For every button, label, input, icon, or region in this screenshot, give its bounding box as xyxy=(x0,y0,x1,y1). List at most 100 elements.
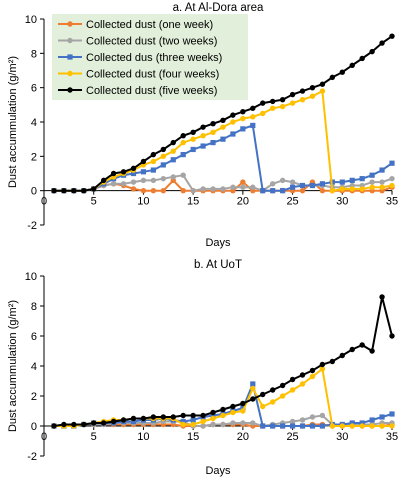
chart-b-y-axis-label: Dust accummulation (g/m²) xyxy=(7,300,19,432)
chart-a-series-collected-dus-three-weeks-point xyxy=(140,169,147,175)
chart-a-series-collected-dust-four-weeks-point xyxy=(329,187,336,194)
chart-a-series-collected-dust-five-weeks-point xyxy=(91,186,97,192)
chart-a-series-collected-dus-three-weeks-point xyxy=(180,152,186,158)
chart-a-series-collected-dust-five-weeks xyxy=(51,33,395,194)
chart-a-series-collected-dus-three-weeks-point xyxy=(319,181,325,187)
chart-a-series-collected-dust-five-weeks-point xyxy=(200,124,206,130)
chart-a-series-collected-dust-four-weeks-point xyxy=(250,114,256,120)
chart-a-y-tick-label: 4 xyxy=(31,117,37,129)
chart-b-series-collected-dust-four-weeks-point xyxy=(240,408,246,414)
chart-b-series-collected-dust-five-weeks-point xyxy=(190,412,196,419)
chart-b-series-collected-dust-five-weeks-point xyxy=(329,358,336,365)
chart-a-legend-entry-collected-dust-two-weeks-label: Collected dust (two weeks) xyxy=(86,36,217,48)
chart-b-series-collected-dust-four-weeks-point xyxy=(190,421,196,428)
chart-b-series-collected-dust-five-weeks-point xyxy=(269,387,276,393)
chart-b-series-collected-dust-four-weeks-point xyxy=(369,423,375,429)
chart-b-series-collected-dus-three-weeks-point xyxy=(180,418,186,425)
chart-a-series-collected-dust-two-weeks-point xyxy=(389,175,395,182)
chart-b-series-collected-dust-four-weeks-point xyxy=(210,415,216,422)
chart-a-series-collected-dus-three-weeks-point xyxy=(160,162,166,168)
chart-b-series-collected-dust-four-weeks-point xyxy=(200,418,206,425)
chart-b-series-collected-dust-five-weeks-point xyxy=(110,418,117,425)
chart-b-series-collected-dus-three-weeks-point xyxy=(389,411,395,417)
chart-a-series-collected-dust-five-weeks-point xyxy=(289,91,296,98)
chart-a-series-collected-dust-two-weeks-point xyxy=(379,179,385,185)
chart-b-series-collected-dust-two-weeks-point xyxy=(220,421,226,428)
chart-a-series-collected-dust-five-weeks-point xyxy=(319,81,326,87)
chart-a-series-collected-dust-four-weeks-point xyxy=(190,136,196,142)
chart-b-series-collected-dust-five-weeks-point xyxy=(369,348,375,354)
chart-b-series-collected-dust-five-weeks-point xyxy=(51,423,57,429)
chart-a-y-tick-label: 6 xyxy=(31,83,37,95)
chart-a-series-collected-dust-five-weeks-point xyxy=(389,33,395,39)
chart-a-series-collected-dust-five-weeks-point xyxy=(329,74,336,81)
chart-b-series-collected-dust-five-weeks-point xyxy=(389,333,395,339)
chart-b-y-tick-label: 10 xyxy=(25,271,37,283)
chart-b-series-collected-dust-four-weeks-point xyxy=(250,385,256,392)
chart-a-series-collected-dust-four-weeks-point xyxy=(230,119,236,125)
chart-a-series-collected-dust-one-week-point xyxy=(150,187,157,194)
chart-a-series-collected-dust-four-weeks-point xyxy=(359,186,365,192)
chart-a-series-collected-dust-one-week-point xyxy=(180,187,186,194)
chart-b-series-collected-dust-five-weeks-point xyxy=(61,421,67,428)
chart-b-series-collected-dust-five-weeks-point xyxy=(230,403,236,410)
chart-b-series-collected-dust-five-weeks-point xyxy=(100,420,107,426)
chart-a-series-collected-dus-three-weeks-point xyxy=(369,172,375,178)
chart-b-series-collected-dus-three-weeks-point xyxy=(299,423,306,429)
chart-b-series-collected-dust-five-weeks-point xyxy=(220,406,226,413)
chart-a-series-collected-dust-two-weeks-point xyxy=(220,186,226,192)
chart-a-series-collected-dus-three-weeks-point xyxy=(299,182,306,189)
chart-b-series-collected-dust-five-weeks-point xyxy=(260,391,266,398)
chart-b-series-collected-dust-five-weeks-point xyxy=(319,361,326,368)
chart-a-legend-entry-collected-dus-three-weeks-label: Collected dus (three weeks) xyxy=(86,52,222,64)
chart-b-series-collected-dust-five-weeks-point xyxy=(150,414,157,420)
chart-b-series-collected-dust-two-weeks-point xyxy=(230,420,236,426)
chart-a-series-collected-dust-five-weeks-point xyxy=(359,55,365,62)
chart-b-series-collected-dus-three-weeks-point xyxy=(309,423,316,429)
chart-a-legend-entry-collected-dust-one-week-swatch-marker xyxy=(67,21,73,27)
chart-b-uot: b. At UoT -2 0 2 4 6 8 10 0 5 10 15 20 25 30 35 Days Dust… xyxy=(7,259,398,477)
chart-a-legend-entry-collected-dust-two-weeks: Collected dust (two weeks) xyxy=(58,36,217,48)
chart-a-series-collected-dust-five-weeks-point xyxy=(349,62,355,69)
chart-a-series-collected-dust-two-weeks-point xyxy=(230,184,236,190)
chart-a-series-collected-dus-three-weeks-point xyxy=(170,157,176,163)
chart-b-series-collected-dust-five-weeks-point xyxy=(120,417,127,423)
chart-b-series-collected-dus-three-weeks-point xyxy=(319,423,325,429)
chart-a-series-collected-dus-three-weeks-point xyxy=(150,167,156,173)
chart-b-series-collected-dust-four-weeks-point xyxy=(230,409,236,416)
chart-b-series-collected-dust-four-weeks-point xyxy=(269,399,276,405)
chart-a-series-collected-dus-three-weeks-point xyxy=(359,176,365,182)
chart-a-series-collected-dust-four-weeks-point xyxy=(279,103,286,110)
chart-a-series-collected-dust-four-weeks-point xyxy=(240,115,246,122)
chart-b-series-collected-dust-four-weeks-point xyxy=(220,412,226,419)
chart-b-series-collected-dust-four-weeks-point xyxy=(279,393,286,399)
chart-a-series-collected-dust-five-weeks-point xyxy=(279,96,286,103)
chart-b-series-collected-dust-five-weeks-point xyxy=(140,415,147,422)
chart-a-series-collected-dust-four-weeks-point xyxy=(160,153,167,160)
chart-a-title: a. At Al-Dora area xyxy=(173,2,264,14)
chart-b-series-collected-dust-two-weeks-point xyxy=(210,421,216,428)
chart-a-series-collected-dust-five-weeks-point xyxy=(240,109,246,115)
chart-a-series-collected-dust-five-weeks-point xyxy=(299,88,306,94)
chart-b-y-tick-label: 8 xyxy=(31,301,37,313)
chart-b-x-tick-label: 5 xyxy=(91,431,97,443)
chart-b-series-collected-dus-three-weeks-point xyxy=(369,417,375,423)
chart-a-series-collected-dust-one-week-point xyxy=(240,179,246,185)
chart-a-series-collected-dust-five-weeks-point xyxy=(51,187,57,194)
chart-a-series-collected-dust-four-weeks-point xyxy=(200,133,206,139)
chart-b-y-tick-label: 0 xyxy=(31,421,37,433)
chart-a-legend-entry-collected-dust-two-weeks-swatch-marker xyxy=(67,37,73,44)
chart-b-series-collected-dust-two-weeks-point xyxy=(250,420,256,426)
chart-a-x-tick-label: 15 xyxy=(187,196,199,208)
chart-a-series-collected-dust-five-weeks-point xyxy=(160,146,167,153)
chart-a-series-collected-dust-two-weeks-point xyxy=(269,181,276,187)
chart-b-series-collected-dust-five-weeks-point xyxy=(279,382,286,389)
chart-b-series-collected-dus-three-weeks-point xyxy=(210,412,216,419)
chart-a-series-collected-dust-two-weeks-point xyxy=(130,179,137,185)
chart-b-series-collected-dust-four-weeks-point xyxy=(260,403,266,410)
chart-a-series-collected-dust-two-weeks-point xyxy=(240,184,246,190)
chart-b-title: b. At UoT xyxy=(194,259,242,271)
chart-a-series-collected-dust-four-weeks-point xyxy=(369,184,375,190)
chart-a-series-collected-dust-five-weeks-point xyxy=(269,98,276,105)
chart-a-series-collected-dust-four-weeks-point xyxy=(379,184,385,190)
